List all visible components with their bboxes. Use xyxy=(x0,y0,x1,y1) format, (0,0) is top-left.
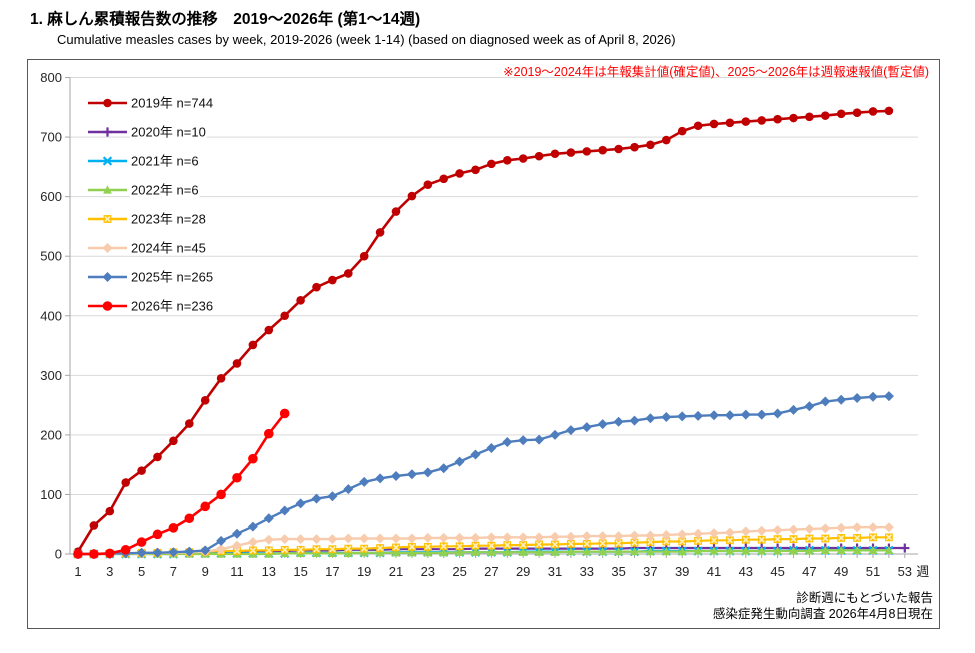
y-tick-label: 800 xyxy=(40,70,62,85)
legend-label-2022: 2022年 n=6 xyxy=(131,183,199,198)
y-tick-label: 300 xyxy=(40,368,62,383)
legend-label-backing xyxy=(130,95,215,111)
legend-label-2021: 2021年 n=6 xyxy=(131,154,199,169)
x-tick-label: 47 xyxy=(802,564,816,579)
legend-item-2022: 2022年 n=6 xyxy=(88,182,200,198)
legend-label-backing xyxy=(130,298,215,314)
legend-label-backing xyxy=(130,211,207,227)
x-tick-label: 11 xyxy=(230,564,244,579)
legend-item-2020: 2020年 n=10 xyxy=(88,124,207,140)
legend-label-backing xyxy=(130,124,207,140)
x-tick-label: 7 xyxy=(170,564,177,579)
page-title: 1. 麻しん累積報告数の推移 2019～2026年 (第1～14週) xyxy=(30,11,421,28)
chart-container: 0 100 200 300 400 500 600 700 800 1 3 5 7 9 11 13 15 17 19… xyxy=(27,59,940,629)
x-tick-label: 17 xyxy=(325,564,339,579)
x-tick-label: 23 xyxy=(421,564,435,579)
y-tick-label: 600 xyxy=(40,189,62,204)
x-axis-unit: 週 xyxy=(916,564,929,579)
legend-label-2023: 2023年 n=28 xyxy=(131,212,206,227)
legend-label-2020: 2020年 n=10 xyxy=(131,125,206,140)
x-tick-label: 3 xyxy=(106,564,113,579)
data-source-note: ※2019～2024年は年報集計値(確定値)、2025～2026年は週報速報値(… xyxy=(503,65,929,79)
legend-label-2024: 2024年 n=45 xyxy=(131,241,206,256)
x-tick-label: 21 xyxy=(389,564,403,579)
x-tick-label: 53 xyxy=(898,564,912,579)
legend-label-2019: 2019年 n=744 xyxy=(131,96,213,111)
x-tick-label: 25 xyxy=(452,564,466,579)
x-tick-label: 43 xyxy=(739,564,753,579)
x-tick-label: 37 xyxy=(643,564,657,579)
x-tick-label: 29 xyxy=(516,564,530,579)
x-tick-label: 49 xyxy=(834,564,848,579)
x-tick-label: 15 xyxy=(293,564,307,579)
chart-legend: 2019年 n=744 2020年 n=10 2021年 n=6 2022年 n=6 2… xyxy=(88,95,215,314)
x-tick-label: 5 xyxy=(138,564,145,579)
page-subtitle: Cumulative measles cases by week, 2019-2… xyxy=(57,32,676,47)
legend-item-2019: 2019年 n=744 xyxy=(88,95,215,111)
y-tick-label: 200 xyxy=(40,427,62,442)
series-2024 xyxy=(73,522,894,559)
x-tick-label: 45 xyxy=(770,564,784,579)
x-tick-label: 51 xyxy=(866,564,880,579)
x-tick-label: 39 xyxy=(675,564,689,579)
x-tick-label: 35 xyxy=(611,564,625,579)
x-tick-label: 27 xyxy=(484,564,498,579)
x-tick-label: 19 xyxy=(357,564,371,579)
gridlines xyxy=(70,77,918,495)
legend-label-backing xyxy=(130,182,200,198)
y-tick-label: 500 xyxy=(40,249,62,264)
legend-label-backing xyxy=(130,240,207,256)
x-axis: 1 3 5 7 9 11 13 15 17 19 21 23 25 27 29 31 33 35 37 39 41 43 4… xyxy=(70,553,929,579)
x-tick-label: 9 xyxy=(202,564,209,579)
series-2026 xyxy=(73,408,290,559)
series-2025 xyxy=(73,391,894,559)
legend-item-2025: 2025年 n=265 xyxy=(88,269,215,285)
legend-item-2021: 2021年 n=6 xyxy=(88,153,200,169)
x-tick-label: 31 xyxy=(548,564,562,579)
footnote-line1: 診断週にもとづいた報告 xyxy=(796,591,933,605)
x-tick-label: 1 xyxy=(74,564,81,579)
legend-item-2023: 2023年 n=28 xyxy=(88,211,207,227)
legend-label-backing xyxy=(130,153,200,169)
legend-label-backing xyxy=(130,269,215,285)
y-tick-label: 700 xyxy=(40,130,62,145)
legend-label-2025: 2025年 n=265 xyxy=(131,270,213,285)
y-tick-label: 400 xyxy=(40,308,62,323)
series-2019 xyxy=(73,106,894,556)
legend-item-2026: 2026年 n=236 xyxy=(88,298,215,314)
chart-footnote: 診断週にもとづいた報告 感染症発生動向調査 2026年4月8日現在 xyxy=(713,590,933,622)
legend-label-2026: 2026年 n=236 xyxy=(131,299,213,314)
y-tick-label: 0 xyxy=(55,547,62,562)
x-tick-label: 41 xyxy=(707,564,721,579)
y-tick-label: 100 xyxy=(40,487,62,502)
y-axis: 0 100 200 300 400 500 600 700 800 xyxy=(40,70,71,562)
legend-item-2024: 2024年 n=45 xyxy=(88,240,207,256)
x-tick-label: 33 xyxy=(580,564,594,579)
x-tick-label: 13 xyxy=(262,564,276,579)
footnote-line2: 感染症発生動向調査 2026年4月8日現在 xyxy=(712,607,933,621)
